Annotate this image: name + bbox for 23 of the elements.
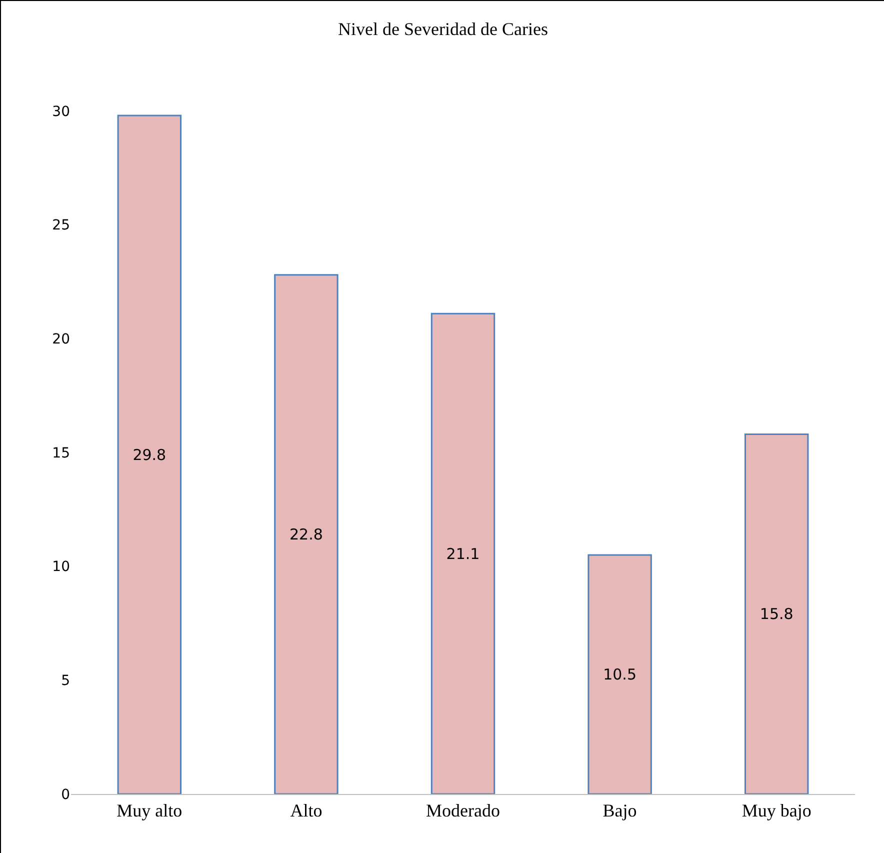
bar	[274, 274, 338, 794]
data-label: 10.5	[603, 665, 637, 684]
bar	[117, 114, 182, 794]
data-label: 29.8	[132, 446, 166, 464]
data-label: 15.8	[760, 605, 794, 624]
x-tick-label: Bajo	[602, 800, 637, 821]
y-tick-label: 30	[52, 104, 70, 120]
y-tick-label: 20	[52, 332, 70, 348]
bar	[430, 312, 496, 794]
x-tick-label: Alto	[290, 800, 322, 821]
y-tick-label: 0	[61, 786, 70, 803]
y-tick-label: 5	[61, 673, 70, 690]
bar	[588, 554, 652, 794]
y-tick-label: 15	[52, 445, 70, 462]
data-label: 22.8	[289, 525, 323, 544]
chart-title: Nivel de Severidad de Caries	[338, 18, 548, 39]
y-tick-label: 25	[52, 218, 70, 234]
data-label: 21.1	[446, 544, 480, 563]
x-tick-label: Moderado	[426, 800, 500, 821]
y-tick-label: 10	[52, 559, 70, 576]
x-tick-label: Muy bajo	[742, 800, 812, 821]
x-tick-label: Muy alto	[116, 800, 182, 821]
bar	[744, 434, 809, 794]
